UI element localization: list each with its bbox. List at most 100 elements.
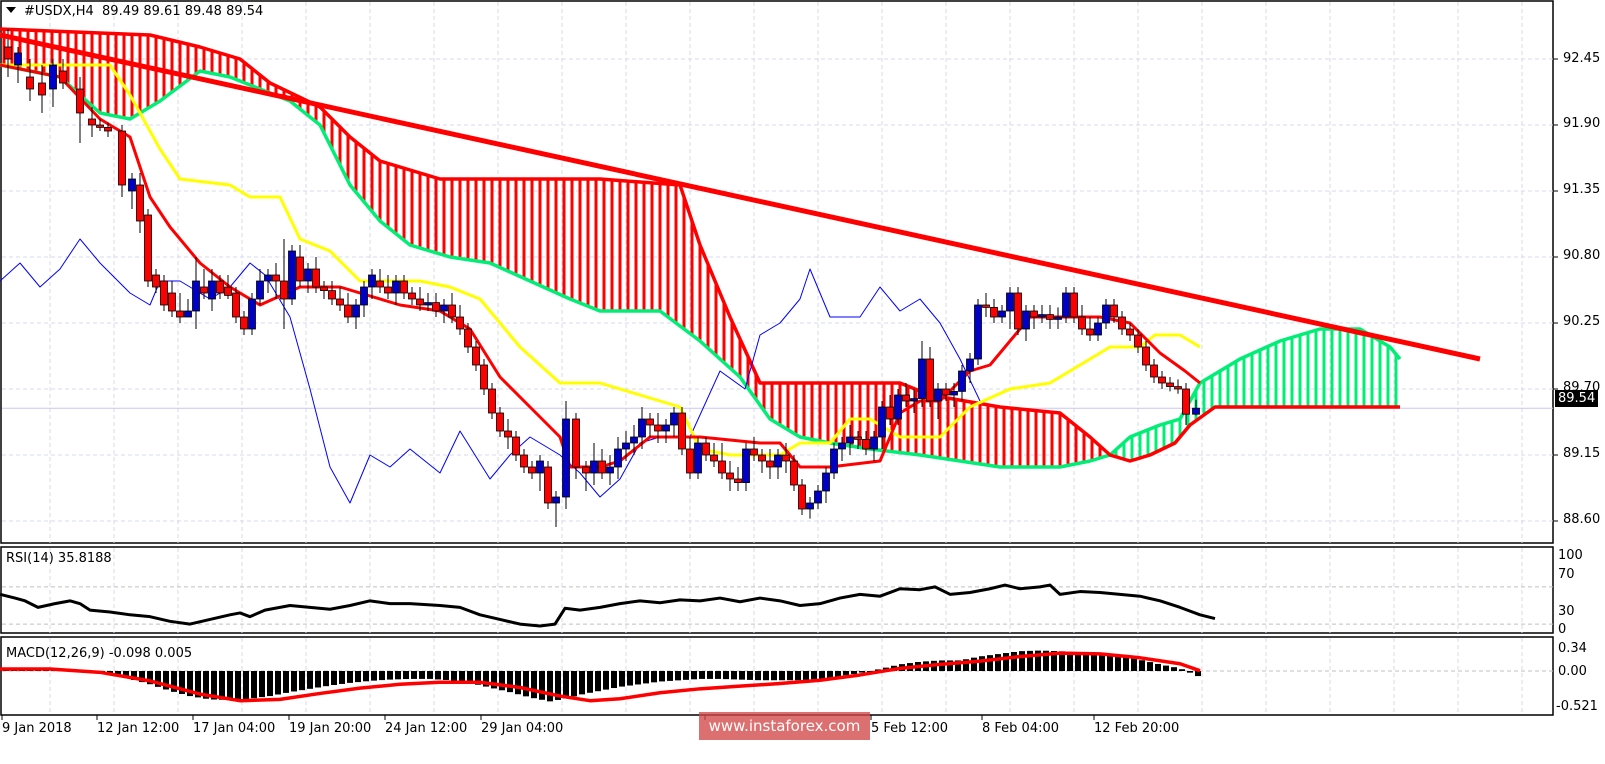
candle-body [734,478,742,483]
candle-body [1038,314,1046,318]
macd-histogram-bar [227,671,233,701]
macd-histogram-bar [267,671,273,697]
macd-histogram-bar [1147,662,1153,671]
macd-histogram-bar [1043,650,1049,671]
macd-histogram-bar [155,671,161,687]
time-label: 24 Jan 12:00 [385,721,468,736]
candle-body [432,302,440,312]
macd-histogram-bar [1123,657,1129,671]
rsi-label: RSI(14) 35.8188 [6,551,112,566]
candle-body [520,454,528,468]
price-tick: 91.35 [1563,182,1601,197]
rsi-tick: 100 [1558,548,1583,563]
candle-body [870,436,878,450]
candle-body [846,436,854,444]
candle-body [1150,364,1158,378]
candle-body [496,412,504,432]
candle-body [1102,304,1110,324]
macd-histogram-bar [947,660,953,671]
macd-histogram-bar [1027,650,1033,671]
macd-histogram-bar [675,671,681,681]
candle-body [910,398,918,402]
dropdown-triangle-icon[interactable] [6,7,16,13]
candle-body [1086,328,1094,336]
macd-histogram-bar [699,671,705,679]
candle-body [1006,292,1014,312]
senkou-span-a-line [0,63,1402,469]
candle-body [192,280,200,312]
candle-body [774,454,782,468]
candle-body [96,124,104,128]
macd-tick: 0.34 [1558,641,1587,656]
price-tick: 88.60 [1563,512,1601,527]
macd-histogram-bar [219,671,225,700]
candle-body [950,390,958,396]
macd-histogram-bar [115,671,121,677]
macd-histogram-bar [587,671,593,693]
candle-body [1166,382,1174,387]
candle-body [606,466,614,474]
macd-histogram-bar [627,671,633,686]
macd-histogram-bar [435,671,441,680]
macd-histogram-bar [651,671,657,683]
macd-histogram-bar [1107,654,1113,671]
macd-histogram-bar [1019,651,1025,671]
candle-body [562,418,570,498]
macd-histogram-bar [747,671,753,680]
macd-histogram-bar [315,671,321,688]
macd-histogram-bar [131,671,137,680]
candle-body [38,82,46,96]
rsi-tick: 0 [1558,622,1567,637]
candle-body [638,418,646,438]
macd-histogram-bar [563,671,569,699]
time-label: 8 Feb 04:00 [982,721,1060,736]
macd-histogram-bar [739,671,745,680]
macd-histogram-bar [635,671,641,685]
macd-histogram-bar [755,671,761,681]
macd-histogram-bar [547,671,553,702]
macd-tick: -0.521 [1556,699,1598,714]
candle-body [272,274,280,282]
macd-histogram-bar [1131,658,1137,671]
macd-histogram-bar [1195,671,1201,677]
candle-body [622,442,630,450]
macd-histogram-bar [515,671,521,695]
macd-histogram-bar [195,671,201,698]
macd-histogram-bar [979,656,985,671]
macd-histogram-bar [707,671,713,679]
macd-histogram-bar [331,671,337,685]
ohlc-values: 89.49 89.61 89.48 89.54 [102,4,264,19]
candle-body [966,358,974,372]
macd-histogram-bar [139,671,145,683]
candle-body [798,484,806,510]
macd-histogram-bar [347,671,353,683]
candle-body [990,306,998,318]
candle-body [528,466,536,474]
macd-histogram-bar [339,671,345,684]
candle-body [1054,316,1062,320]
candle-body [184,310,192,318]
macd-histogram-bar [523,671,529,697]
candle-body [1118,316,1126,330]
macd-histogram-bar [1187,671,1193,673]
candle-body [224,286,232,296]
candle-body [344,304,352,318]
macd-histogram-bar [251,671,257,699]
macd-histogram-bar [683,671,689,680]
macd-histogram-bar [771,671,777,681]
macd-histogram-bar [371,671,377,681]
macd-histogram-bar [1171,667,1177,671]
macd-histogram-bar [307,671,313,689]
candle-body [1078,316,1086,330]
candle-body [790,460,798,486]
price-tick: 89.15 [1563,446,1601,461]
candle-body [1192,407,1200,415]
chikou-span-line [0,238,981,504]
macd-histogram-bar [499,671,505,691]
candle-body [1046,314,1054,320]
candle-body [862,438,870,450]
macd-histogram-bar [179,671,185,694]
candle-body [544,466,552,504]
time-label: 9 Jan 2018 [2,721,72,736]
